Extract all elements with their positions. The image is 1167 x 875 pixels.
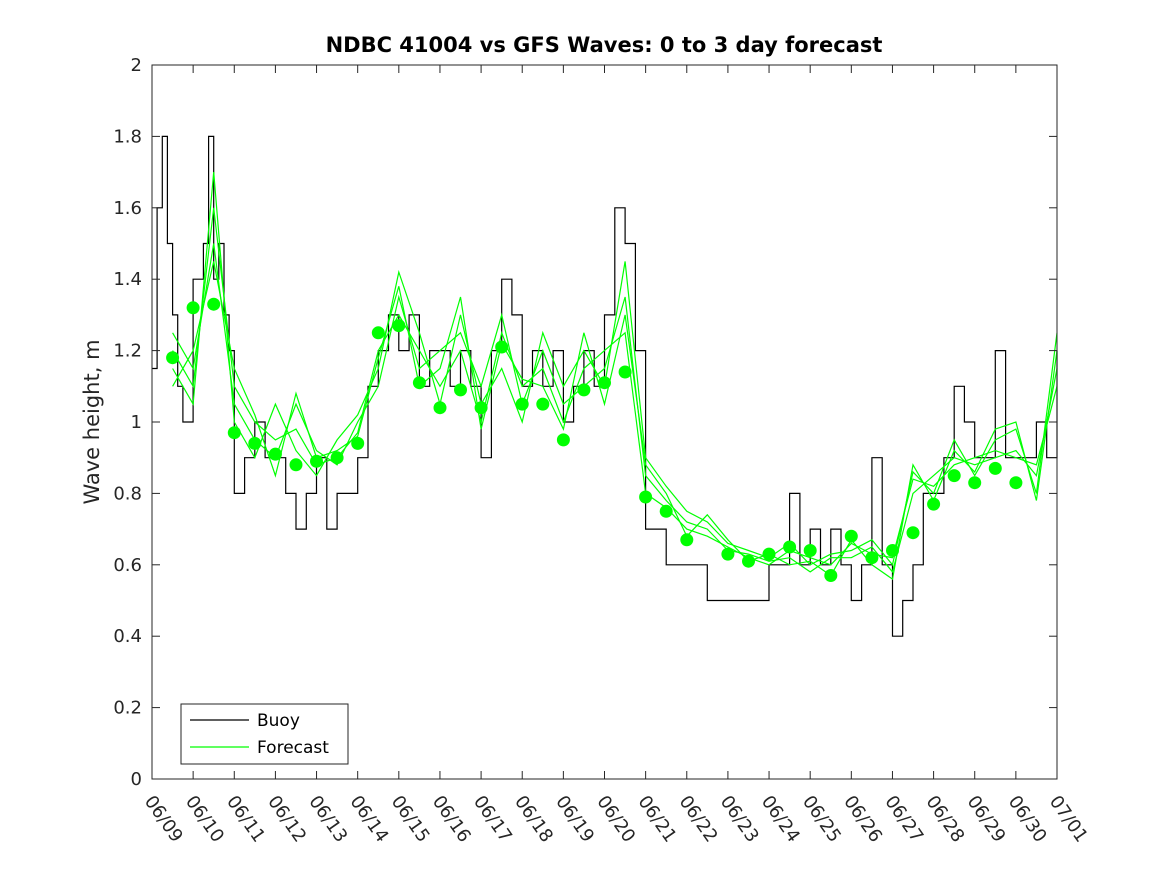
forecast-point: [968, 476, 982, 490]
forecast-point: [556, 433, 570, 447]
y-tick-label: 0.2: [113, 698, 142, 719]
forecast-point: [248, 436, 262, 450]
forecast-point: [988, 461, 1002, 475]
plot-area: [152, 135, 1058, 637]
forecast-point: [412, 376, 426, 390]
forecast-point: [680, 533, 694, 547]
forecast-point: [906, 526, 920, 540]
forecast-series-line: [172, 261, 1058, 581]
forecast-point: [536, 397, 550, 411]
forecast-point: [659, 504, 673, 518]
forecast-point: [289, 458, 303, 472]
forecast-point: [351, 436, 365, 450]
chart-title: NDBC 41004 vs GFS Waves: 0 to 3 day fore…: [326, 33, 883, 57]
legend: Buoy Forecast: [180, 703, 349, 765]
forecast-point: [392, 319, 406, 333]
y-tick-label: 1.2: [113, 341, 142, 362]
y-tick-label: 0.6: [113, 555, 142, 576]
forecast-point: [1009, 476, 1023, 490]
y-tick-label: 1.4: [113, 269, 142, 290]
forecast-point: [639, 490, 653, 504]
forecast-point: [166, 351, 180, 365]
forecast-point: [207, 297, 221, 311]
forecast-point: [433, 401, 447, 415]
y-tick-label: 0.4: [113, 626, 142, 647]
forecast-series-line: [172, 207, 1058, 566]
forecast-series-line: [172, 172, 1058, 567]
forecast-point: [783, 540, 797, 554]
forecast-point: [227, 426, 241, 440]
forecast-point: [577, 383, 591, 397]
legend-label: Forecast: [257, 738, 329, 758]
y-tick-label: 2: [131, 55, 142, 76]
forecast-point: [618, 365, 632, 379]
forecast-point: [371, 326, 385, 340]
forecast-point: [803, 544, 817, 557]
forecast-point: [927, 497, 941, 511]
y-tick-label: 1.8: [113, 126, 142, 147]
y-tick-label: 1: [131, 412, 142, 433]
y-tick-label: 0.8: [113, 483, 142, 504]
y-axis-label: Wave height, m: [80, 339, 104, 504]
buoy-series-line: [152, 135, 1058, 637]
forecast-point: [844, 529, 858, 543]
forecast-point: [186, 301, 200, 315]
y-tick-label: 1.6: [113, 198, 142, 219]
legend-label: Buoy: [257, 711, 300, 731]
forecast-point: [454, 383, 467, 397]
forecast-markers: [166, 297, 1023, 582]
y-tick-label: 0: [131, 769, 142, 790]
forecast-series-line: [172, 243, 1058, 574]
forecast-point: [947, 469, 961, 483]
legend-box: [180, 703, 349, 765]
